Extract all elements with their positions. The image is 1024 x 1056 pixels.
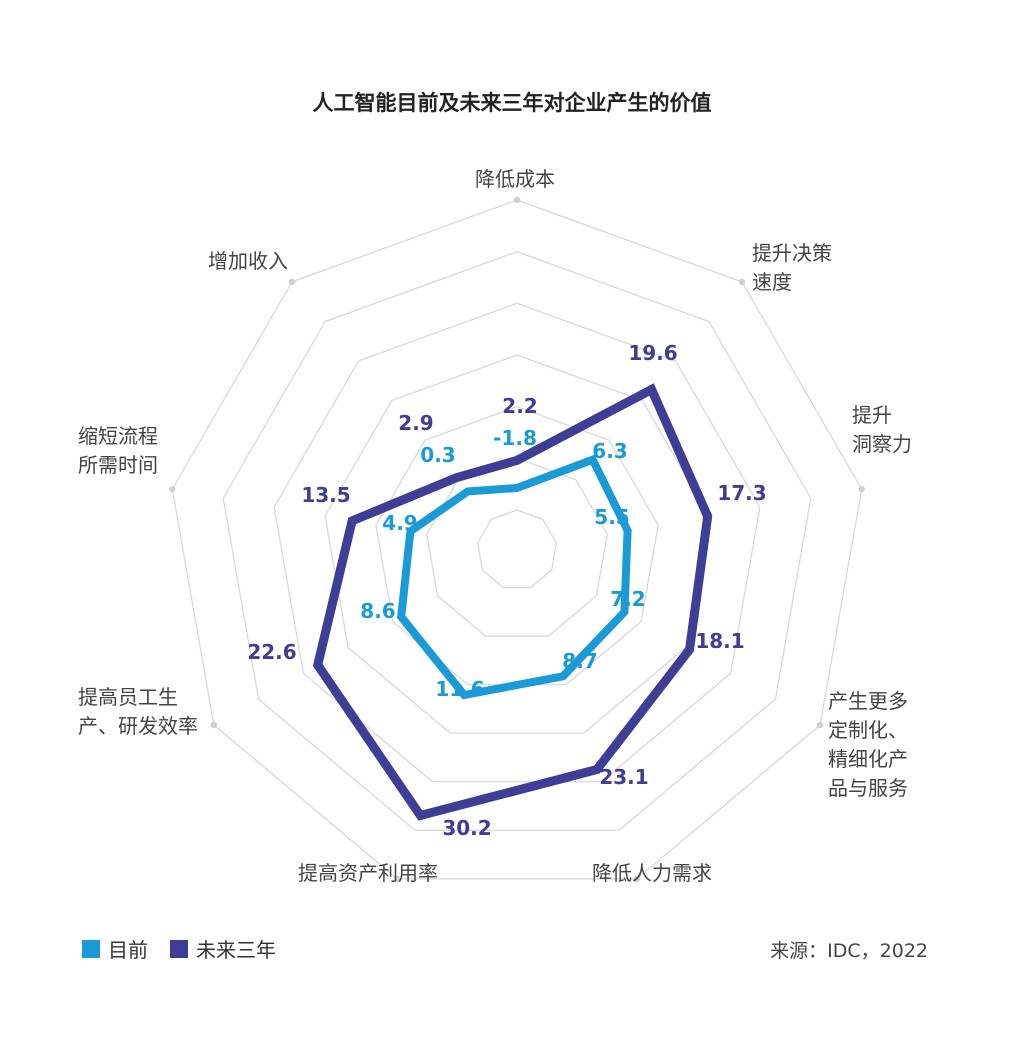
axis-label: 提高员工生 [78,685,178,709]
value-label-now: 4.9 [382,511,417,535]
axis-vertex-dot [858,486,865,493]
value-label-future: 22.6 [247,640,296,664]
value-label-now: 0.3 [420,443,455,467]
value-label-future: 2.2 [502,394,537,418]
legend-label-now: 目前 [108,938,148,962]
value-label-future: 2.9 [398,411,433,435]
axis-label: 洞察力 [852,432,912,456]
axis-vertex-dot [288,278,296,286]
value-label-now: 8.6 [360,599,395,623]
value-label-future: 18.1 [695,629,744,653]
legend-item-now: 目前 [82,934,148,963]
value-labels: 2.2 19.6 17.3 18.1 23.1 30.2 22.6 13.5 2.9 -1.8 6.… [247,341,766,840]
source-note: 来源：IDC，2022 [770,940,928,962]
axis-vertex-dot [633,875,640,883]
axis-vertex-dot [394,875,401,883]
axis-label: 提升决策 [752,241,832,265]
axis-label: 速度 [752,270,792,294]
legend: 目前 未来三年 [82,934,298,963]
chart-title: 人工智能目前及未来三年对企业产生的价值 [313,91,712,115]
grid-ring [222,251,812,831]
axis-label: 定制化、 [828,718,908,742]
series-line-future [312,383,713,821]
series-lines [312,383,713,821]
value-label-future: 17.3 [717,481,766,505]
axis-vertex-dot [738,278,746,286]
value-label-now: 5.5 [594,505,629,529]
axis-label: 增加收入 [208,249,288,273]
grid-ring [476,509,558,589]
axis-label: 缩短流程 [78,424,158,448]
grid-ring [324,354,710,734]
axis-vertex-dot [169,486,176,493]
axis-label: 产生更多 [828,689,908,713]
axis-label: 精细化产 [828,747,908,771]
value-label-now: 6.3 [592,439,627,463]
axis-vertex-dot [816,721,824,729]
value-label-future: 30.2 [442,816,491,840]
legend-swatch-now [82,939,100,958]
axis-vertex-dot [210,721,218,729]
legend-label-future: 未来三年 [196,938,276,962]
value-label-now: 8.7 [562,649,597,673]
grid-ring [171,199,863,880]
legend-item-future: 未来三年 [170,934,276,963]
value-label-future: 13.5 [301,483,350,507]
axis-label: 提高资产利用率 [298,861,438,885]
radar-grid [169,196,865,883]
axis-label: 降低成本 [475,167,555,191]
axis-label: 提升 [852,403,892,427]
axis-vertex-dot [513,196,521,204]
value-label-future: 19.6 [628,341,677,365]
series-line-now [397,454,632,700]
axis-label: 产、研发效率 [78,714,198,738]
axis-label: 降低人力需求 [592,861,712,885]
legend-swatch-future [170,939,188,958]
value-label-future: 23.1 [599,765,648,789]
axis-label: 所需时间 [78,453,158,477]
value-label-now: 7.2 [610,587,645,611]
value-label-now: -1.8 [493,426,537,450]
grid-ring [273,302,761,783]
value-label-now: 11.6 [435,677,484,701]
axis-label: 品与服务 [828,776,908,800]
